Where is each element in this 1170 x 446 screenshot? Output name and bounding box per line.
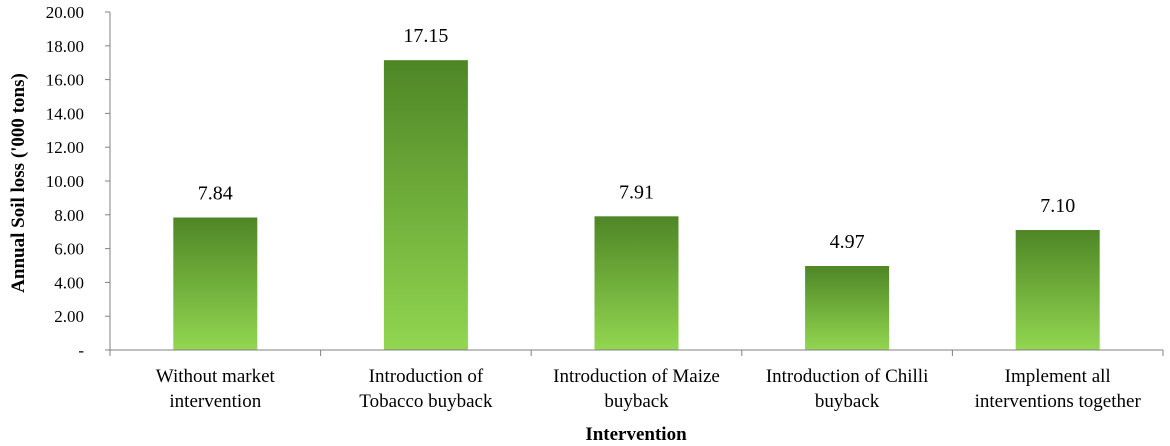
y-tick-label: 18.00 [46,37,84,56]
x-category-label: interventions together [975,391,1142,412]
axes [105,11,1164,356]
y-tick-label: 10.00 [46,172,84,191]
data-label: 17.15 [403,25,448,47]
x-category-label: Introduction of [369,366,484,387]
x-category-label: buyback [604,391,669,412]
y-tick-label: 6.00 [54,240,84,259]
x-category-label: Without market [156,366,276,387]
data-label: 4.97 [830,231,865,253]
x-axis-category-labels: Without market intervention Introduction o… [156,366,1142,412]
y-axis-ticks: - 2.00 4.00 6.00 8.00 10.00 12.00 14.00 16.00 18.… [46,3,85,360]
bar [594,216,679,350]
x-category-label: Tobacco buyback [359,391,493,412]
y-tick-label: 4.00 [54,273,84,292]
bars: 7.84 17.15 7.91 4.97 7.10 [173,25,1100,350]
y-axis-title: Annual Soil loss ('000 tons) [8,73,29,293]
x-category-label: Implement all [1005,366,1111,387]
data-label: 7.91 [619,181,654,203]
bar [1015,230,1100,350]
y-tick-label: 2.00 [54,307,84,326]
y-tick-label: 12.00 [46,138,84,157]
x-category-label: Introduction of Chilli [766,366,929,387]
data-label: 7.10 [1040,195,1075,217]
y-tick-label: 14.00 [46,104,84,123]
y-tick-label: - [78,341,84,360]
bar [383,60,468,350]
x-category-label: Introduction of Maize [553,366,720,387]
x-category-label: intervention [169,391,261,412]
y-tick-label: 8.00 [54,206,84,225]
x-category-label: buyback [815,391,880,412]
bar [805,266,890,350]
y-tick-label: 16.00 [46,71,84,90]
bar [173,217,258,350]
data-label: 7.84 [198,183,233,205]
x-axis-title: Intervention [585,424,687,445]
y-tick-label: 20.00 [46,3,84,22]
